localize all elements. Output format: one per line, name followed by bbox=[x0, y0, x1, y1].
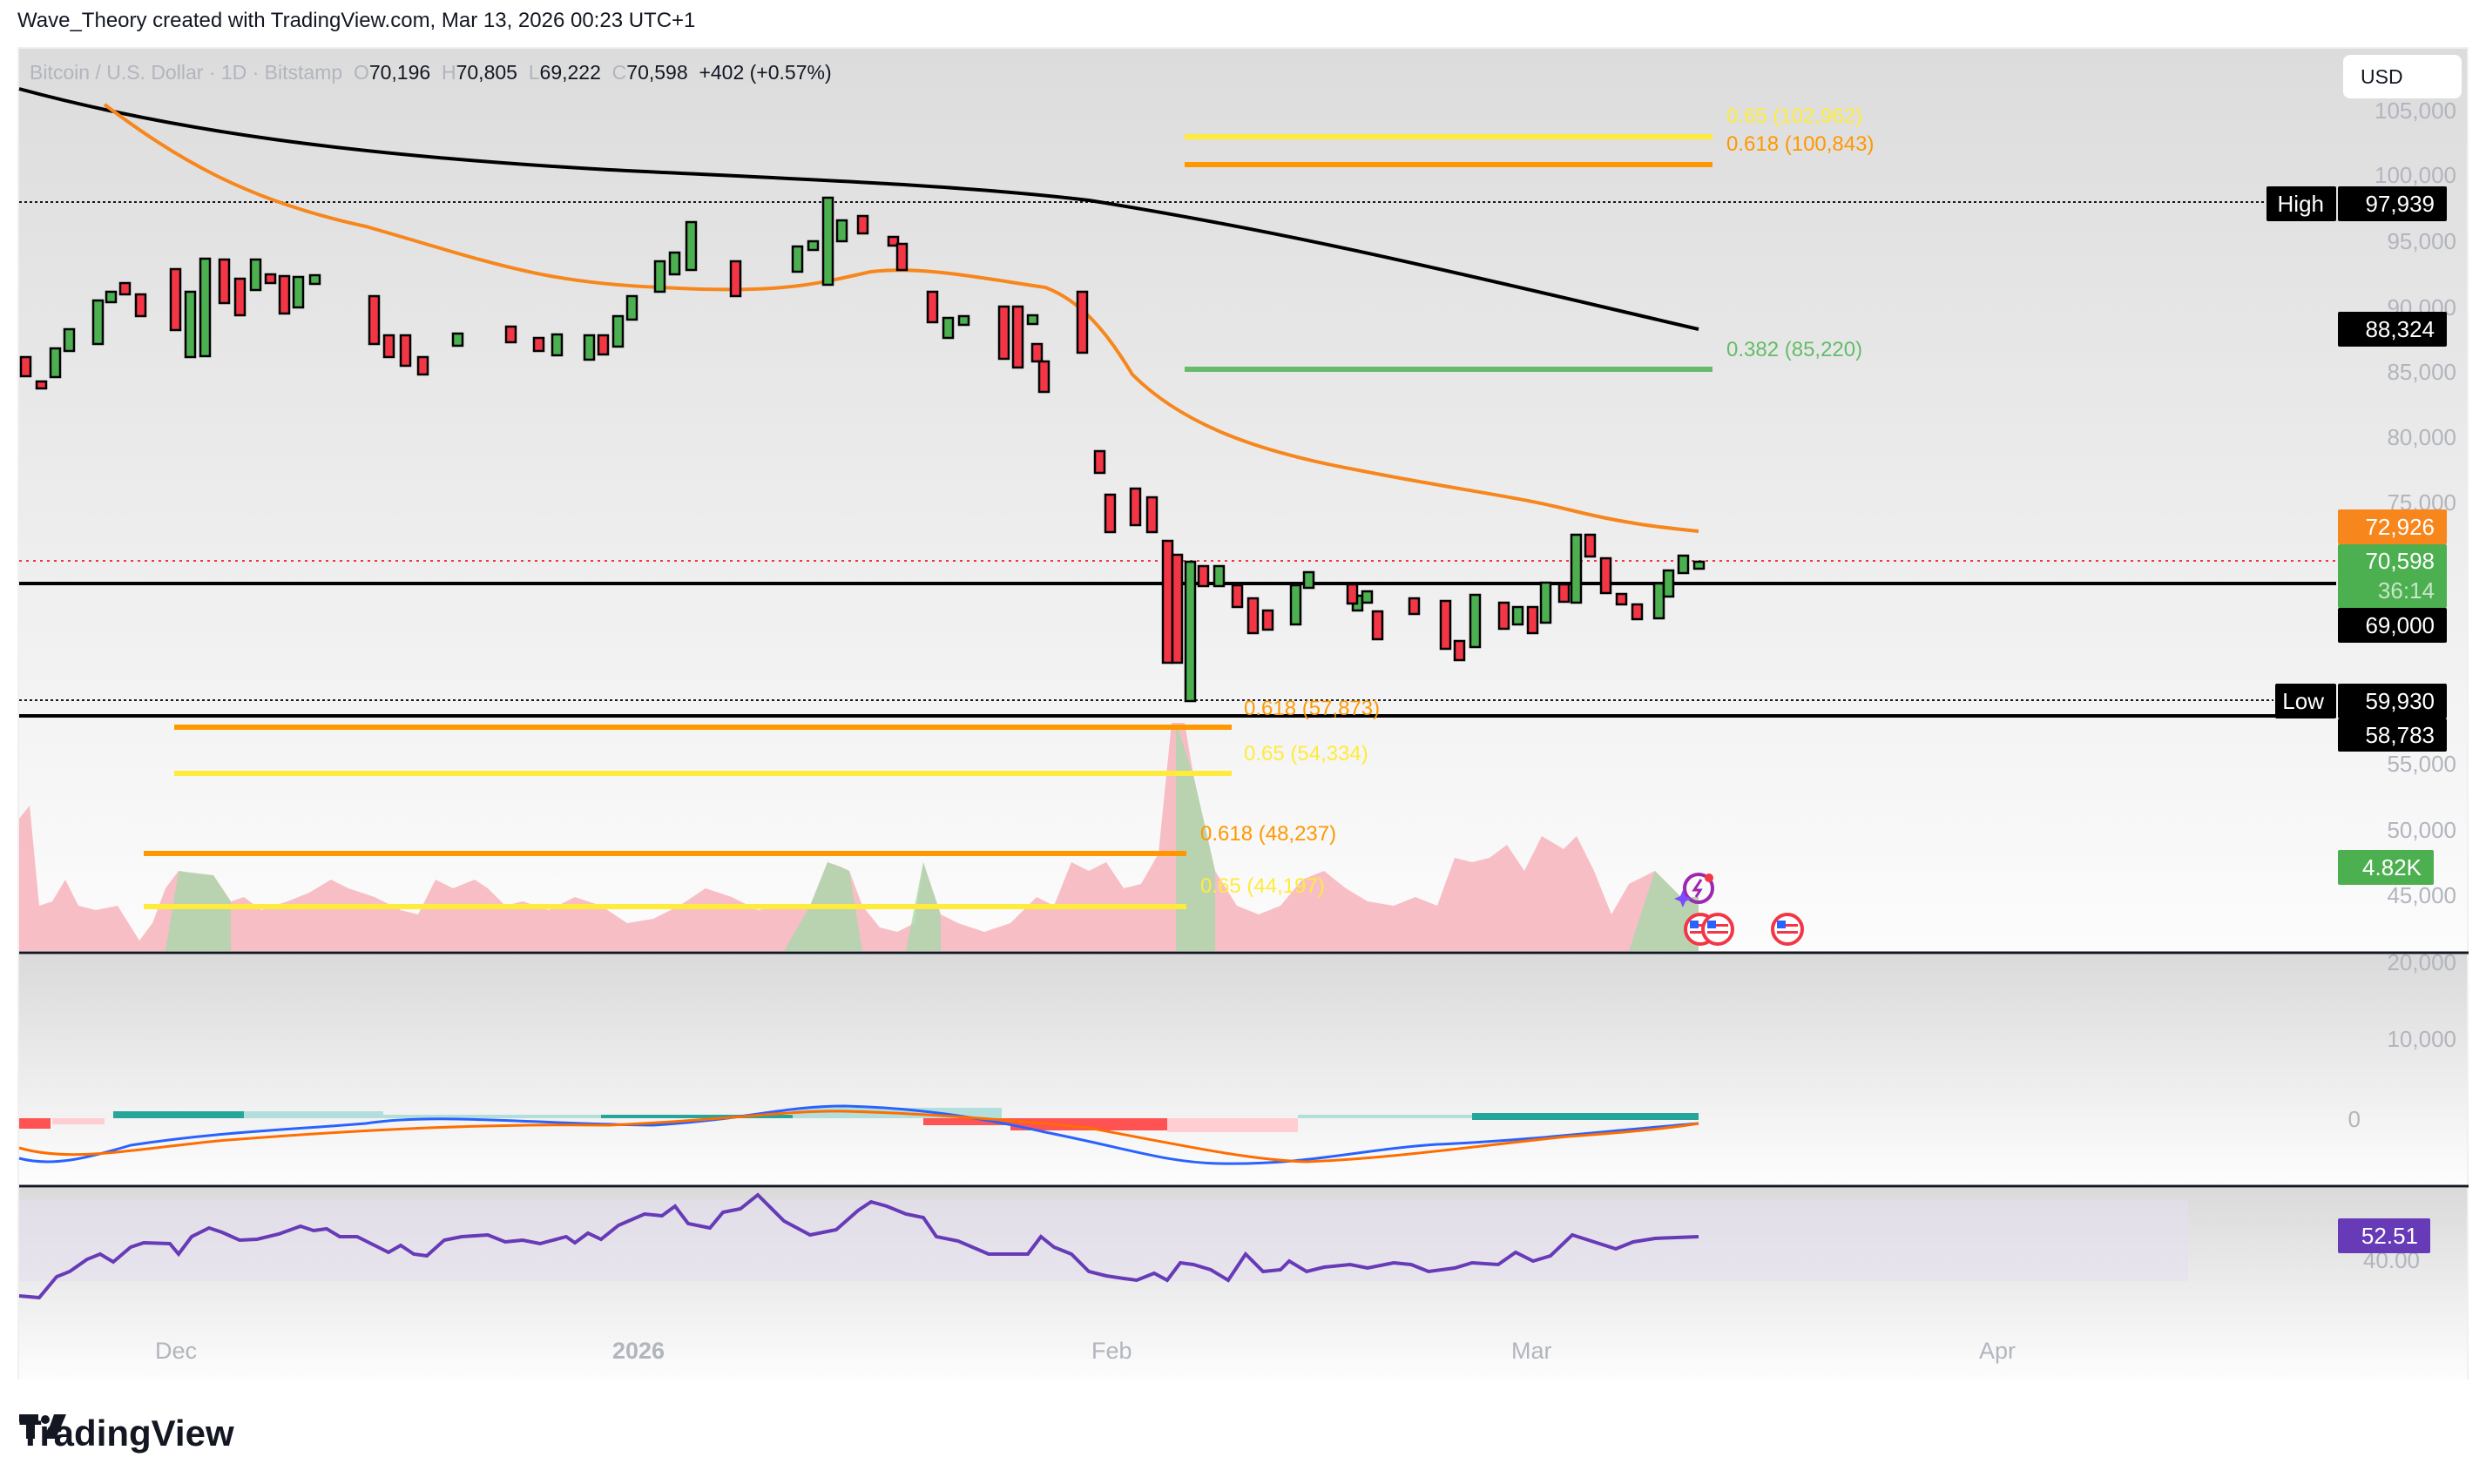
rsi-tag: 52.51 bbox=[2338, 1218, 2430, 1253]
rsi-band bbox=[19, 1200, 2188, 1281]
price-tick: 80,000 bbox=[2387, 424, 2456, 450]
fib-label: 0.382 (85,220) bbox=[1726, 338, 1863, 361]
change-value: +402 (+0.57%) bbox=[699, 61, 832, 84]
tradingview-logo[interactable]: TradingView bbox=[19, 1413, 234, 1454]
price-tick: 50,000 bbox=[2387, 817, 2456, 843]
price-tick: 100,000 bbox=[2375, 162, 2456, 188]
low-price-tag: 59,930 bbox=[2338, 684, 2447, 718]
ema50-line bbox=[103, 103, 1699, 533]
us-flag-icon bbox=[1771, 913, 1804, 946]
open-value: 70,196 bbox=[368, 61, 431, 84]
high-price-tag: 97,939 bbox=[2338, 186, 2447, 221]
ema200-line bbox=[18, 87, 1699, 331]
volume-area bbox=[19, 723, 1699, 951]
price-tick: 45,000 bbox=[2387, 882, 2456, 908]
time-tick: Apr bbox=[1979, 1338, 2016, 1364]
time-tick: Mar bbox=[1511, 1338, 1552, 1364]
fib-label: 0.65 (102,962) bbox=[1726, 105, 1863, 128]
volume-tick: 10,000 bbox=[2387, 1026, 2456, 1052]
ai-event-icon bbox=[1674, 873, 1714, 907]
rsi-line bbox=[18, 1192, 1699, 1300]
last-price-value: 70,598 bbox=[2365, 548, 2435, 574]
low-value: 69,222 bbox=[539, 61, 601, 84]
low-label-tag: Low bbox=[2275, 684, 2336, 718]
countdown-timer: 36:14 bbox=[2377, 577, 2435, 604]
price-tick: 105,000 bbox=[2375, 98, 2456, 124]
volume-tick: 20,000 bbox=[2387, 949, 2456, 975]
macd-line bbox=[18, 1104, 1699, 1165]
tradingview-logo-icon bbox=[19, 1414, 66, 1439]
price-tick: 85,000 bbox=[2387, 359, 2456, 385]
close-value: 70,598 bbox=[626, 61, 688, 84]
chart-attribution: Wave_Theory created with TradingView.com… bbox=[17, 9, 696, 32]
support-price-tag: 69,000 bbox=[2338, 608, 2447, 643]
us-flag-icon bbox=[1701, 913, 1734, 946]
price-tick: 55,000 bbox=[2387, 751, 2456, 777]
lower-support-tag: 58,783 bbox=[2338, 718, 2447, 752]
time-tick: Dec bbox=[155, 1338, 198, 1364]
fib-label: 0.618 (57,873) bbox=[1244, 697, 1381, 720]
currency-button[interactable]: USD bbox=[2343, 55, 2462, 98]
volume-tag: 4.82K bbox=[2338, 850, 2434, 885]
symbol-name: Bitcoin / U.S. Dollar · 1D · Bitstamp bbox=[30, 61, 343, 84]
ema50-price-tag: 72,926 bbox=[2338, 509, 2447, 544]
fib-label: 0.618 (100,843) bbox=[1726, 132, 1875, 156]
price-pane bbox=[19, 49, 2467, 951]
fib-label: 0.65 (44,197) bbox=[1200, 874, 1325, 898]
fib-label: 0.65 (54,334) bbox=[1244, 742, 1368, 766]
signal-line bbox=[18, 1110, 1699, 1164]
symbol-legend: Bitcoin / U.S. Dollar · 1D · Bitstamp O7… bbox=[30, 61, 832, 84]
macd-tick: 0 bbox=[2348, 1106, 2361, 1132]
time-tick: 2026 bbox=[612, 1338, 665, 1364]
high-value: 70,805 bbox=[456, 61, 517, 84]
candles bbox=[19, 196, 1706, 703]
time-tick: Feb bbox=[1091, 1338, 1132, 1364]
high-label-tag: High bbox=[2266, 186, 2336, 221]
price-tick: 95,000 bbox=[2387, 228, 2456, 254]
last-price-tag: 70,598 36:14 bbox=[2338, 544, 2447, 608]
fib-label: 0.618 (48,237) bbox=[1200, 822, 1337, 846]
ema200-price-tag: 88,324 bbox=[2338, 312, 2447, 347]
macd-pane bbox=[19, 954, 2467, 1184]
